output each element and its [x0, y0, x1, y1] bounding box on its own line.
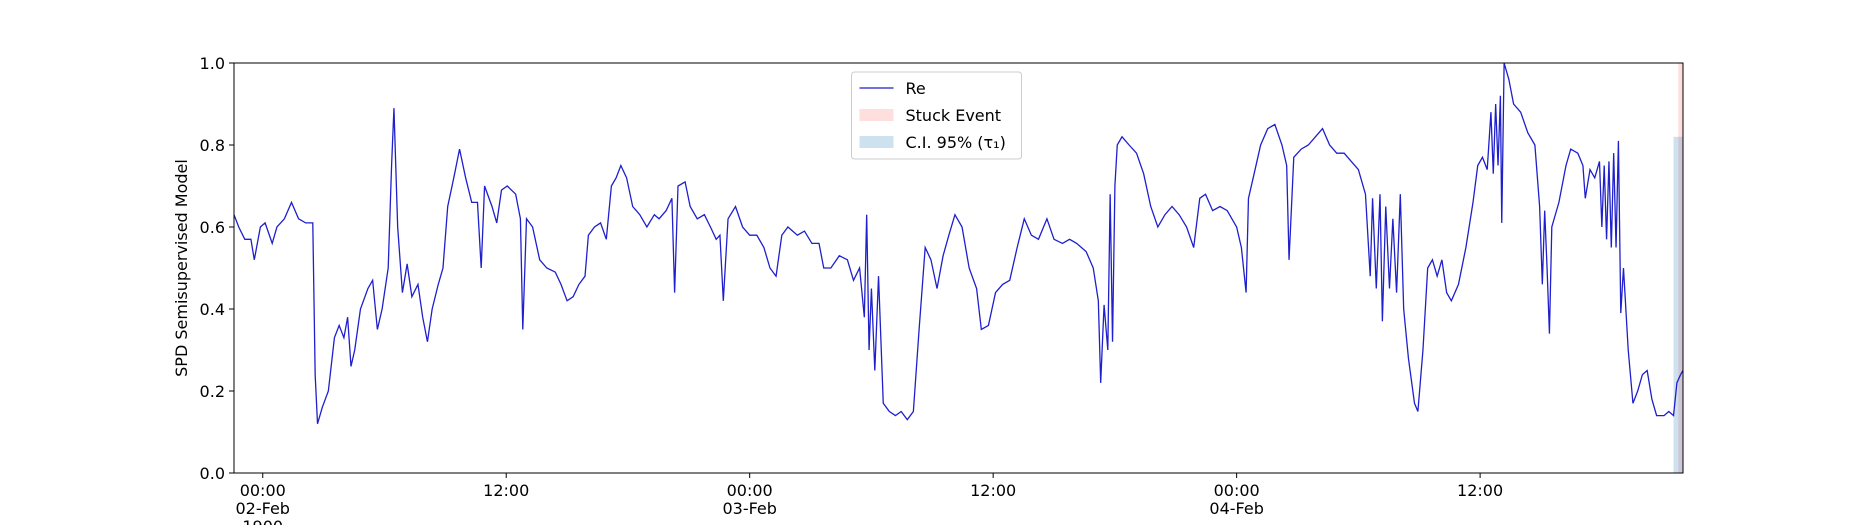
plot-frame	[233, 62, 1684, 474]
span	[1673, 136, 1683, 474]
y-tick-label: 0.8	[200, 136, 225, 155]
y-tick-label: 0.4	[200, 300, 225, 319]
legend-swatch	[859, 109, 894, 121]
y-axis-label: SPD Semisupervised Model	[172, 159, 191, 377]
data-line	[233, 62, 1684, 424]
span	[1678, 63, 1683, 473]
legend-box	[851, 71, 1022, 160]
y-tick-label: 0.2	[200, 382, 225, 401]
x-tick-label: 00:00 03-Feb	[722, 481, 776, 518]
y-tick-label: 0.6	[200, 218, 225, 237]
x-tick-label: 12:00	[970, 481, 1016, 500]
legend-swatch	[859, 136, 894, 148]
legend-label: Stuck Event	[906, 106, 1002, 125]
y-tick-label: 1.0	[200, 54, 225, 73]
legend-label: Re	[906, 79, 926, 98]
x-tick-label: 12:00	[1457, 481, 1503, 500]
x-tick-label: 00:00 04-Feb	[1209, 481, 1263, 518]
legend-label: C.I. 95% (τ₁)	[906, 133, 1006, 152]
y-tick-label: 0.0	[200, 464, 225, 483]
x-tick-label: 12:00	[483, 481, 529, 500]
